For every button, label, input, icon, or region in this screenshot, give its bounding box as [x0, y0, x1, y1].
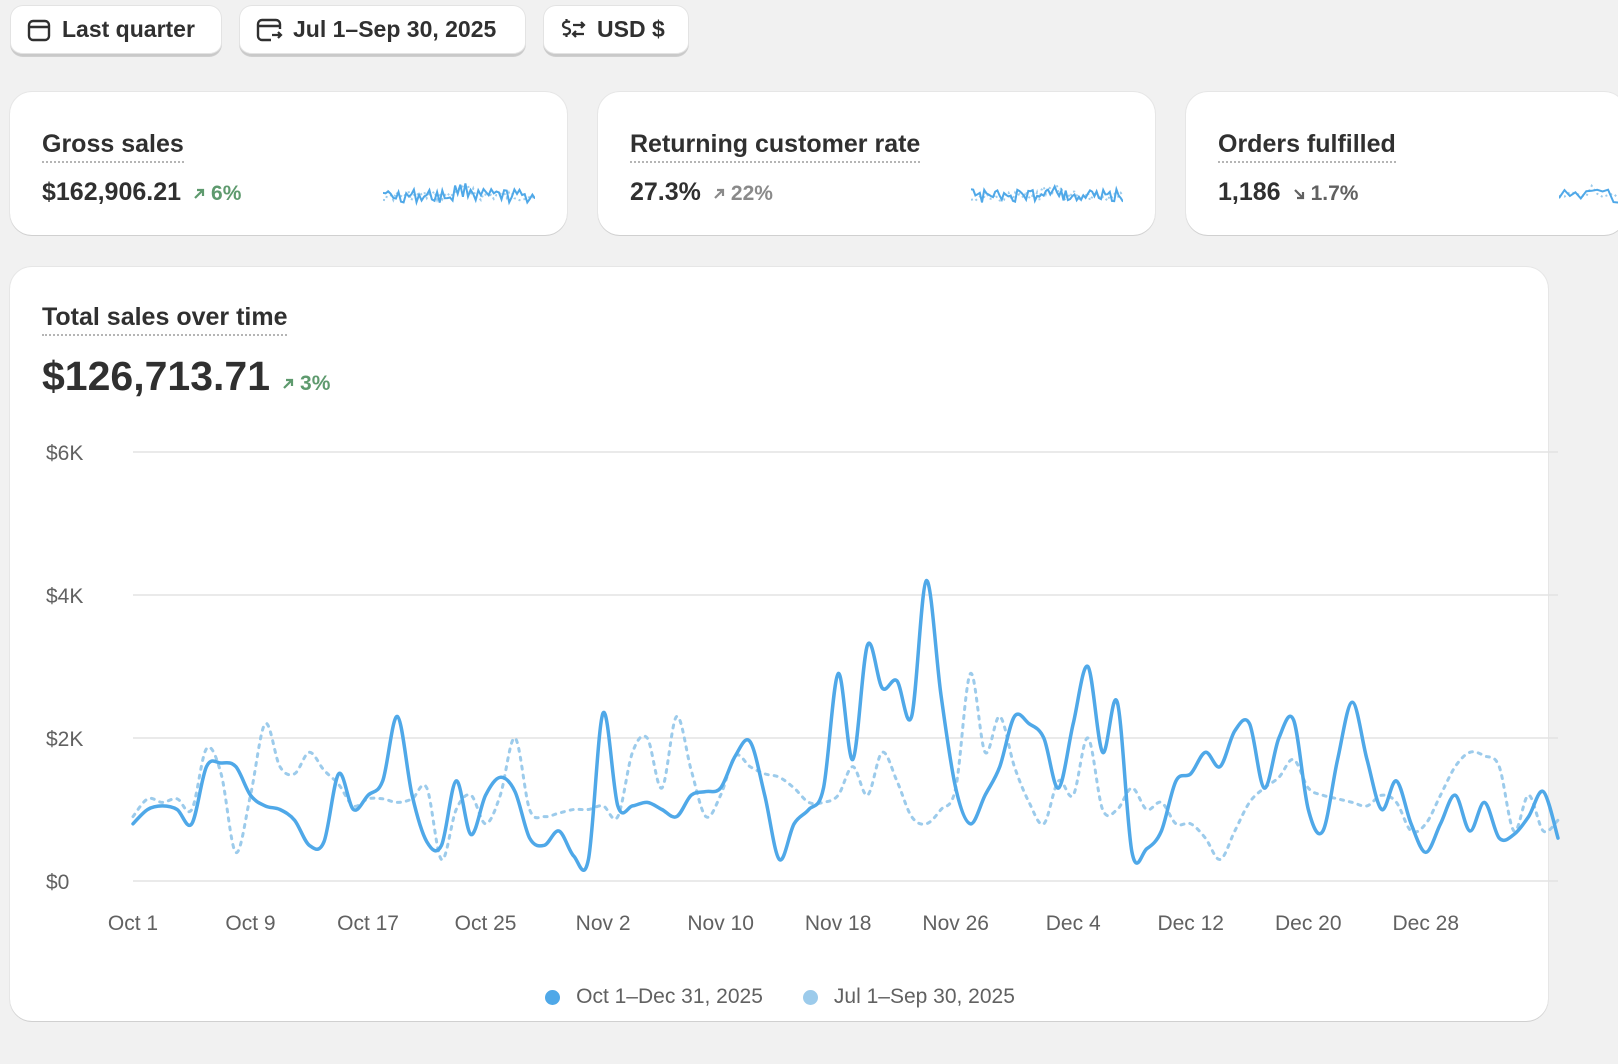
- arrow-up-right-icon: [283, 378, 294, 389]
- kpi-title[interactable]: Orders fulfilled: [1218, 130, 1396, 163]
- x-tick-label: Nov 2: [576, 912, 631, 935]
- legend-dot-previous: [802, 989, 818, 1005]
- total-sales-chart-card: Total sales over time $126,713.71 3%: [10, 267, 1548, 1021]
- comparison-filter-label: Jul 1–Sep 30, 2025: [293, 16, 497, 42]
- kpi-value: $162,906.21: [42, 178, 182, 206]
- x-tick-label: Dec 28: [1393, 912, 1460, 935]
- x-tick-label: Oct 9: [225, 912, 275, 935]
- kpi-delta: 1.7%: [1293, 182, 1359, 206]
- kpi-value: 1,186: [1218, 178, 1281, 206]
- sparkline-path: [1559, 188, 1618, 204]
- kpi-delta-value: 6%: [211, 182, 242, 205]
- sparkline-orders-fulfilled: [1559, 183, 1618, 204]
- kpi-card-orders-fulfilled[interactable]: Orders fulfilled 1,186 1.7%: [1186, 92, 1618, 235]
- series-line-previous: [131, 672, 1560, 862]
- x-tick-label: Oct 1: [108, 912, 158, 935]
- kpi-card-returning-customer-rate[interactable]: Returning customer rate 27.3% 22%: [598, 92, 1155, 235]
- x-tick-label: Oct 25: [455, 912, 517, 935]
- legend-item-current[interactable]: Oct 1–Dec 31, 2025: [545, 985, 763, 1009]
- kpi-title[interactable]: Returning customer rate: [630, 130, 921, 163]
- x-tick-label: Nov 10: [687, 912, 754, 935]
- x-tick-label: Nov 18: [805, 912, 872, 935]
- x-tick-label: Dec 4: [1046, 912, 1101, 935]
- currency-exchange-icon: [561, 18, 586, 38]
- kpi-delta-value: 22%: [730, 182, 773, 205]
- sparkline-path: [383, 183, 535, 206]
- legend-item-previous[interactable]: Jul 1–Sep 30, 2025: [802, 985, 1015, 1009]
- y-tick-label: $4K: [46, 585, 83, 608]
- series-line-current: [131, 578, 1560, 872]
- kpi-title[interactable]: Gross sales: [42, 130, 184, 163]
- sparkline-path: [971, 184, 1123, 204]
- x-tick-label: Dec 20: [1275, 912, 1342, 935]
- kpi-delta: 22%: [713, 182, 773, 206]
- kpi-delta-value: 1.7%: [1310, 182, 1359, 205]
- arrow-up-right-icon: [714, 188, 724, 199]
- x-tick-label: Nov 26: [922, 912, 989, 935]
- y-tick-label: $0: [46, 871, 69, 894]
- legend-dot-current: [545, 989, 561, 1005]
- x-tick-label: Oct 17: [337, 912, 399, 935]
- kpi-value: 27.3%: [630, 178, 701, 206]
- chart-delta: 3%: [282, 372, 330, 396]
- chart-total-value: $126,713.71: [42, 353, 271, 399]
- sparkline-gross-sales: [383, 183, 535, 206]
- sparkline-returning-customer-rate: [971, 183, 1123, 204]
- period-filter-button[interactable]: Last quarter: [10, 5, 222, 56]
- calendar-compare-icon: [256, 18, 283, 41]
- currency-filter-button[interactable]: USD $: [543, 5, 689, 56]
- calendar-icon: [27, 19, 51, 41]
- period-filter-label: Last quarter: [62, 16, 195, 42]
- currency-filter-label: USD $: [597, 16, 665, 42]
- kpi-delta: 6%: [193, 182, 241, 206]
- y-tick-label: $6K: [46, 442, 83, 465]
- chart-legend: Oct 1–Dec 31, 2025 Jul 1–Sep 30, 2025: [0, 985, 1560, 1009]
- arrow-up-right-icon: [194, 188, 205, 199]
- chart-title[interactable]: Total sales over time: [42, 303, 288, 336]
- legend-label-current: Oct 1–Dec 31, 2025: [576, 985, 763, 1008]
- y-tick-label: $2K: [46, 728, 83, 751]
- chart-delta-value: 3%: [300, 372, 331, 395]
- comparison-filter-button[interactable]: Jul 1–Sep 30, 2025: [239, 5, 526, 56]
- legend-label-previous: Jul 1–Sep 30, 2025: [833, 985, 1015, 1008]
- arrow-down-right-icon: [1293, 189, 1304, 200]
- kpi-card-gross-sales[interactable]: Gross sales $162,906.21 6%: [10, 92, 567, 235]
- x-tick-label: Dec 12: [1157, 912, 1224, 935]
